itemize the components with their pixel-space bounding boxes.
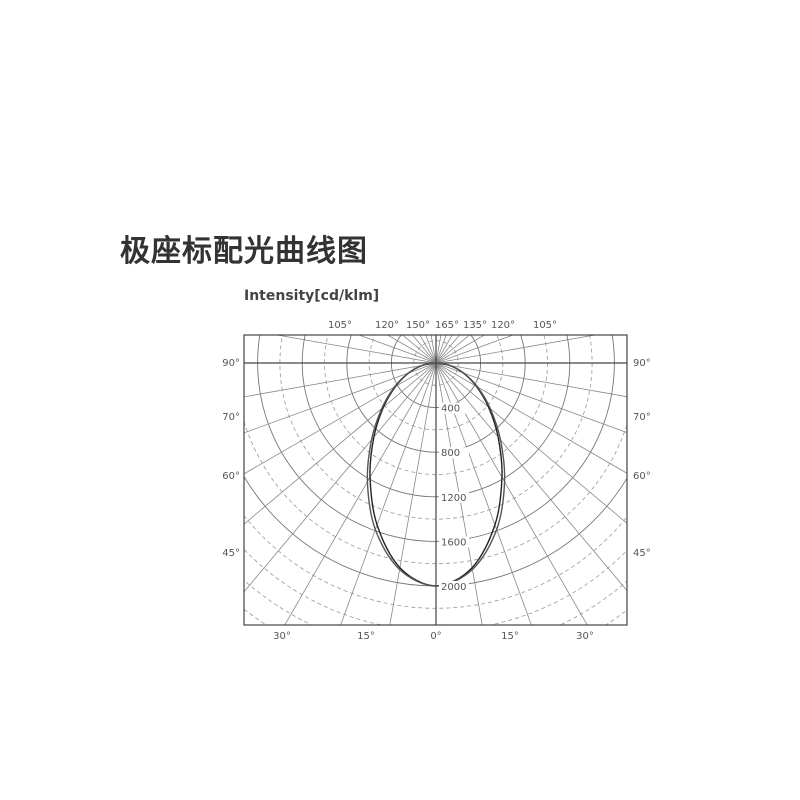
grid-spoke xyxy=(386,335,437,364)
bottom-angle-label: 30° xyxy=(576,631,594,642)
intensity-axis-label: Intensity[cd/klm] xyxy=(244,288,380,304)
radial-tick-bg xyxy=(439,581,469,592)
grid-spoke xyxy=(340,362,437,625)
grid-spoke xyxy=(274,335,437,364)
right-angle-label: 70° xyxy=(633,412,651,423)
grid-spoke xyxy=(435,362,483,625)
left-angle-label: 45° xyxy=(222,548,240,559)
grid-spoke xyxy=(244,362,437,593)
radial-tick-bg xyxy=(439,402,469,414)
grid-spoke xyxy=(244,362,437,525)
grid-spoke xyxy=(357,335,437,364)
grid-spoke xyxy=(435,362,588,625)
bottom-angle-label: 30° xyxy=(273,631,291,642)
radial-tick-bg xyxy=(439,491,469,503)
grid-spoke xyxy=(411,335,437,364)
radial-tick-label: 400 xyxy=(441,404,460,415)
grid-spoke xyxy=(435,362,627,592)
grid-spoke xyxy=(284,362,437,625)
right-angle-label: 60° xyxy=(633,471,651,482)
top-angle-label: 120° xyxy=(491,320,515,331)
grid-spoke xyxy=(244,362,437,434)
chart-title: 极座标配光曲线图 xyxy=(120,234,368,269)
grid-spoke xyxy=(244,362,437,475)
right-angle-label: 45° xyxy=(633,548,651,559)
grid-spoke xyxy=(435,335,598,364)
radial-tick-label: 1200 xyxy=(441,493,466,504)
grid-spoke xyxy=(425,335,437,364)
left-angle-label: 70° xyxy=(222,412,240,423)
bottom-angle-label: 15° xyxy=(357,631,375,642)
grid-spoke xyxy=(389,362,437,625)
grid-spoke xyxy=(435,335,442,364)
top-angle-label: 150° xyxy=(406,320,430,331)
top-angle-label: 105° xyxy=(533,320,557,331)
left-angle-label: 90° xyxy=(222,358,240,369)
radial-tick-bg xyxy=(439,447,469,459)
right-angle-label: 90° xyxy=(633,358,651,369)
grid-spoke xyxy=(419,335,437,364)
top-angle-label: 165° xyxy=(435,320,459,331)
intensity-curve-1 xyxy=(366,362,506,587)
grid-spoke xyxy=(435,335,447,364)
grid-spoke xyxy=(435,362,627,474)
grid-spoke xyxy=(435,362,627,524)
grid-spoke xyxy=(435,335,461,364)
grid-spoke xyxy=(435,335,486,364)
radial-tick-label: 2000 xyxy=(441,582,466,593)
grid-spoke xyxy=(435,335,515,364)
top-angle-label: 105° xyxy=(328,320,352,331)
bottom-angle-label: 15° xyxy=(501,631,519,642)
grid-spoke xyxy=(435,362,532,625)
top-angle-label: 135° xyxy=(463,320,487,331)
left-angle-label: 60° xyxy=(222,471,240,482)
grid-spoke xyxy=(244,362,437,398)
top-angle-label: 120° xyxy=(375,320,399,331)
grid-spoke xyxy=(435,335,453,364)
grid-spoke xyxy=(430,335,437,364)
bottom-angle-label: 0° xyxy=(430,631,441,642)
radial-tick-label: 800 xyxy=(441,448,460,459)
grid-spoke xyxy=(435,362,627,433)
radial-tick-bg xyxy=(439,536,469,548)
radial-tick-label: 1600 xyxy=(441,537,466,548)
grid-spoke xyxy=(435,362,627,398)
